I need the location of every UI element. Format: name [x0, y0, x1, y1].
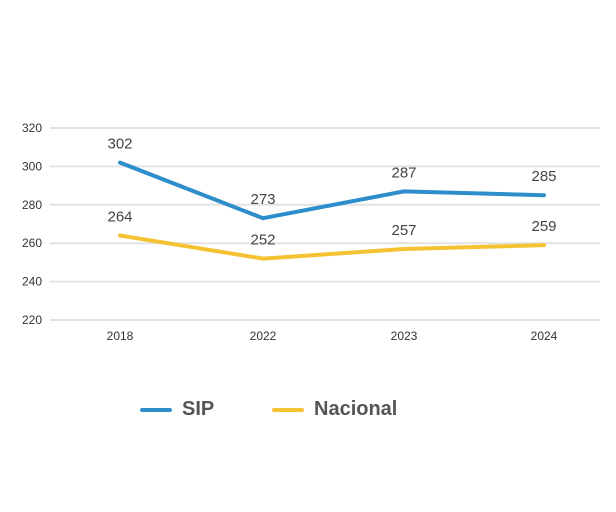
x-tick-label: 2023 — [391, 329, 418, 343]
series-lines — [118, 160, 546, 261]
legend-label-sip: SIP — [182, 398, 215, 420]
legend-swatch-nacional — [272, 407, 304, 412]
data-label-sip: 302 — [107, 136, 132, 153]
data-label-nacional: 264 — [107, 209, 132, 226]
data-label-sip: 285 — [531, 168, 556, 185]
y-tick-label: 260 — [22, 236, 42, 250]
data-label-nacional: 257 — [391, 222, 416, 239]
x-tick-label: 2022 — [250, 329, 277, 343]
legend-label-nacional: Nacional — [314, 398, 398, 420]
series-line-nacional — [118, 233, 546, 261]
data-label-sip: 287 — [391, 164, 416, 181]
data-label-nacional: 259 — [531, 218, 556, 235]
x-axis-ticks: 2018 2022 2023 2024 — [107, 329, 558, 343]
y-tick-label: 240 — [22, 275, 42, 289]
y-tick-label: 300 — [22, 159, 42, 173]
legend-swatch-sip — [140, 407, 172, 412]
y-tick-label: 320 — [22, 121, 42, 135]
y-tick-label: 280 — [22, 198, 42, 212]
grid-lines — [50, 127, 600, 321]
x-tick-label: 2024 — [531, 329, 558, 343]
y-axis-ticks: 220 240 260 280 300 320 — [22, 121, 42, 327]
series-line-sip — [118, 160, 546, 221]
data-label-nacional: 252 — [250, 232, 275, 249]
data-label-sip: 273 — [250, 191, 275, 208]
data-labels: 302 273 287 285 264 252 257 259 — [107, 136, 556, 249]
y-tick-label: 220 — [22, 313, 42, 327]
x-tick-label: 2018 — [107, 329, 134, 343]
legend-item-sip: SIP — [140, 398, 214, 421]
legend-item-nacional: Nacional — [272, 398, 397, 421]
